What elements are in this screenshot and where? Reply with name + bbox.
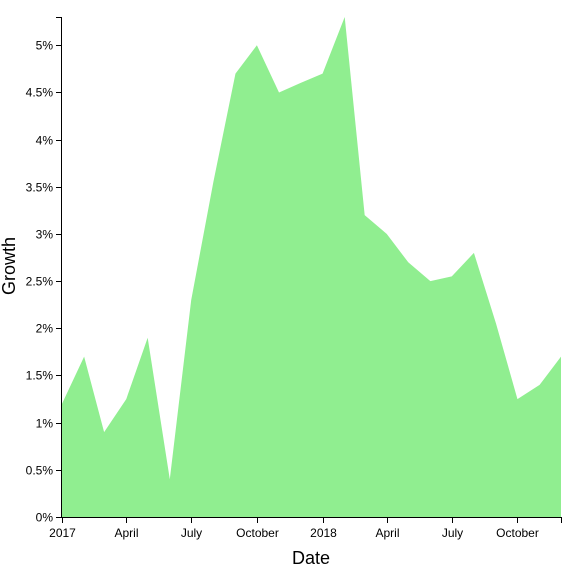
x-tick-label: July	[442, 526, 463, 540]
y-tick-label: 0.5%	[26, 464, 54, 478]
x-tick-label: July	[181, 526, 202, 540]
x-tick-label: April	[114, 526, 138, 540]
x-tick-label: October	[496, 526, 539, 540]
x-axis: 2017 April July October 2018 April July October	[49, 517, 562, 540]
y-tick-label: 2.5%	[26, 275, 54, 289]
growth-area	[62, 17, 561, 517]
y-tick-label: 1%	[36, 417, 54, 431]
y-tick-label: 4.5%	[26, 86, 54, 100]
y-tick-label: 1.5%	[26, 369, 54, 383]
y-tick-label: 4%	[36, 134, 54, 148]
y-axis-title: Growth	[0, 237, 19, 295]
x-tick-label: 2018	[310, 526, 337, 540]
y-tick-label: 3%	[36, 228, 54, 242]
y-tick-label: 5%	[36, 39, 54, 53]
x-tick-label: 2017	[49, 526, 76, 540]
y-tick-label: 2%	[36, 322, 54, 336]
y-tick-label: 0%	[36, 511, 54, 525]
x-tick-label: April	[375, 526, 399, 540]
x-axis-title: Date	[292, 548, 330, 568]
y-tick-label: 3.5%	[26, 181, 54, 195]
y-axis: 0% 0.5% 1% 1.5% 2% 2.5% 3% 3.5% 4% 4.5% 5%	[26, 17, 62, 525]
x-tick-label: October	[236, 526, 279, 540]
